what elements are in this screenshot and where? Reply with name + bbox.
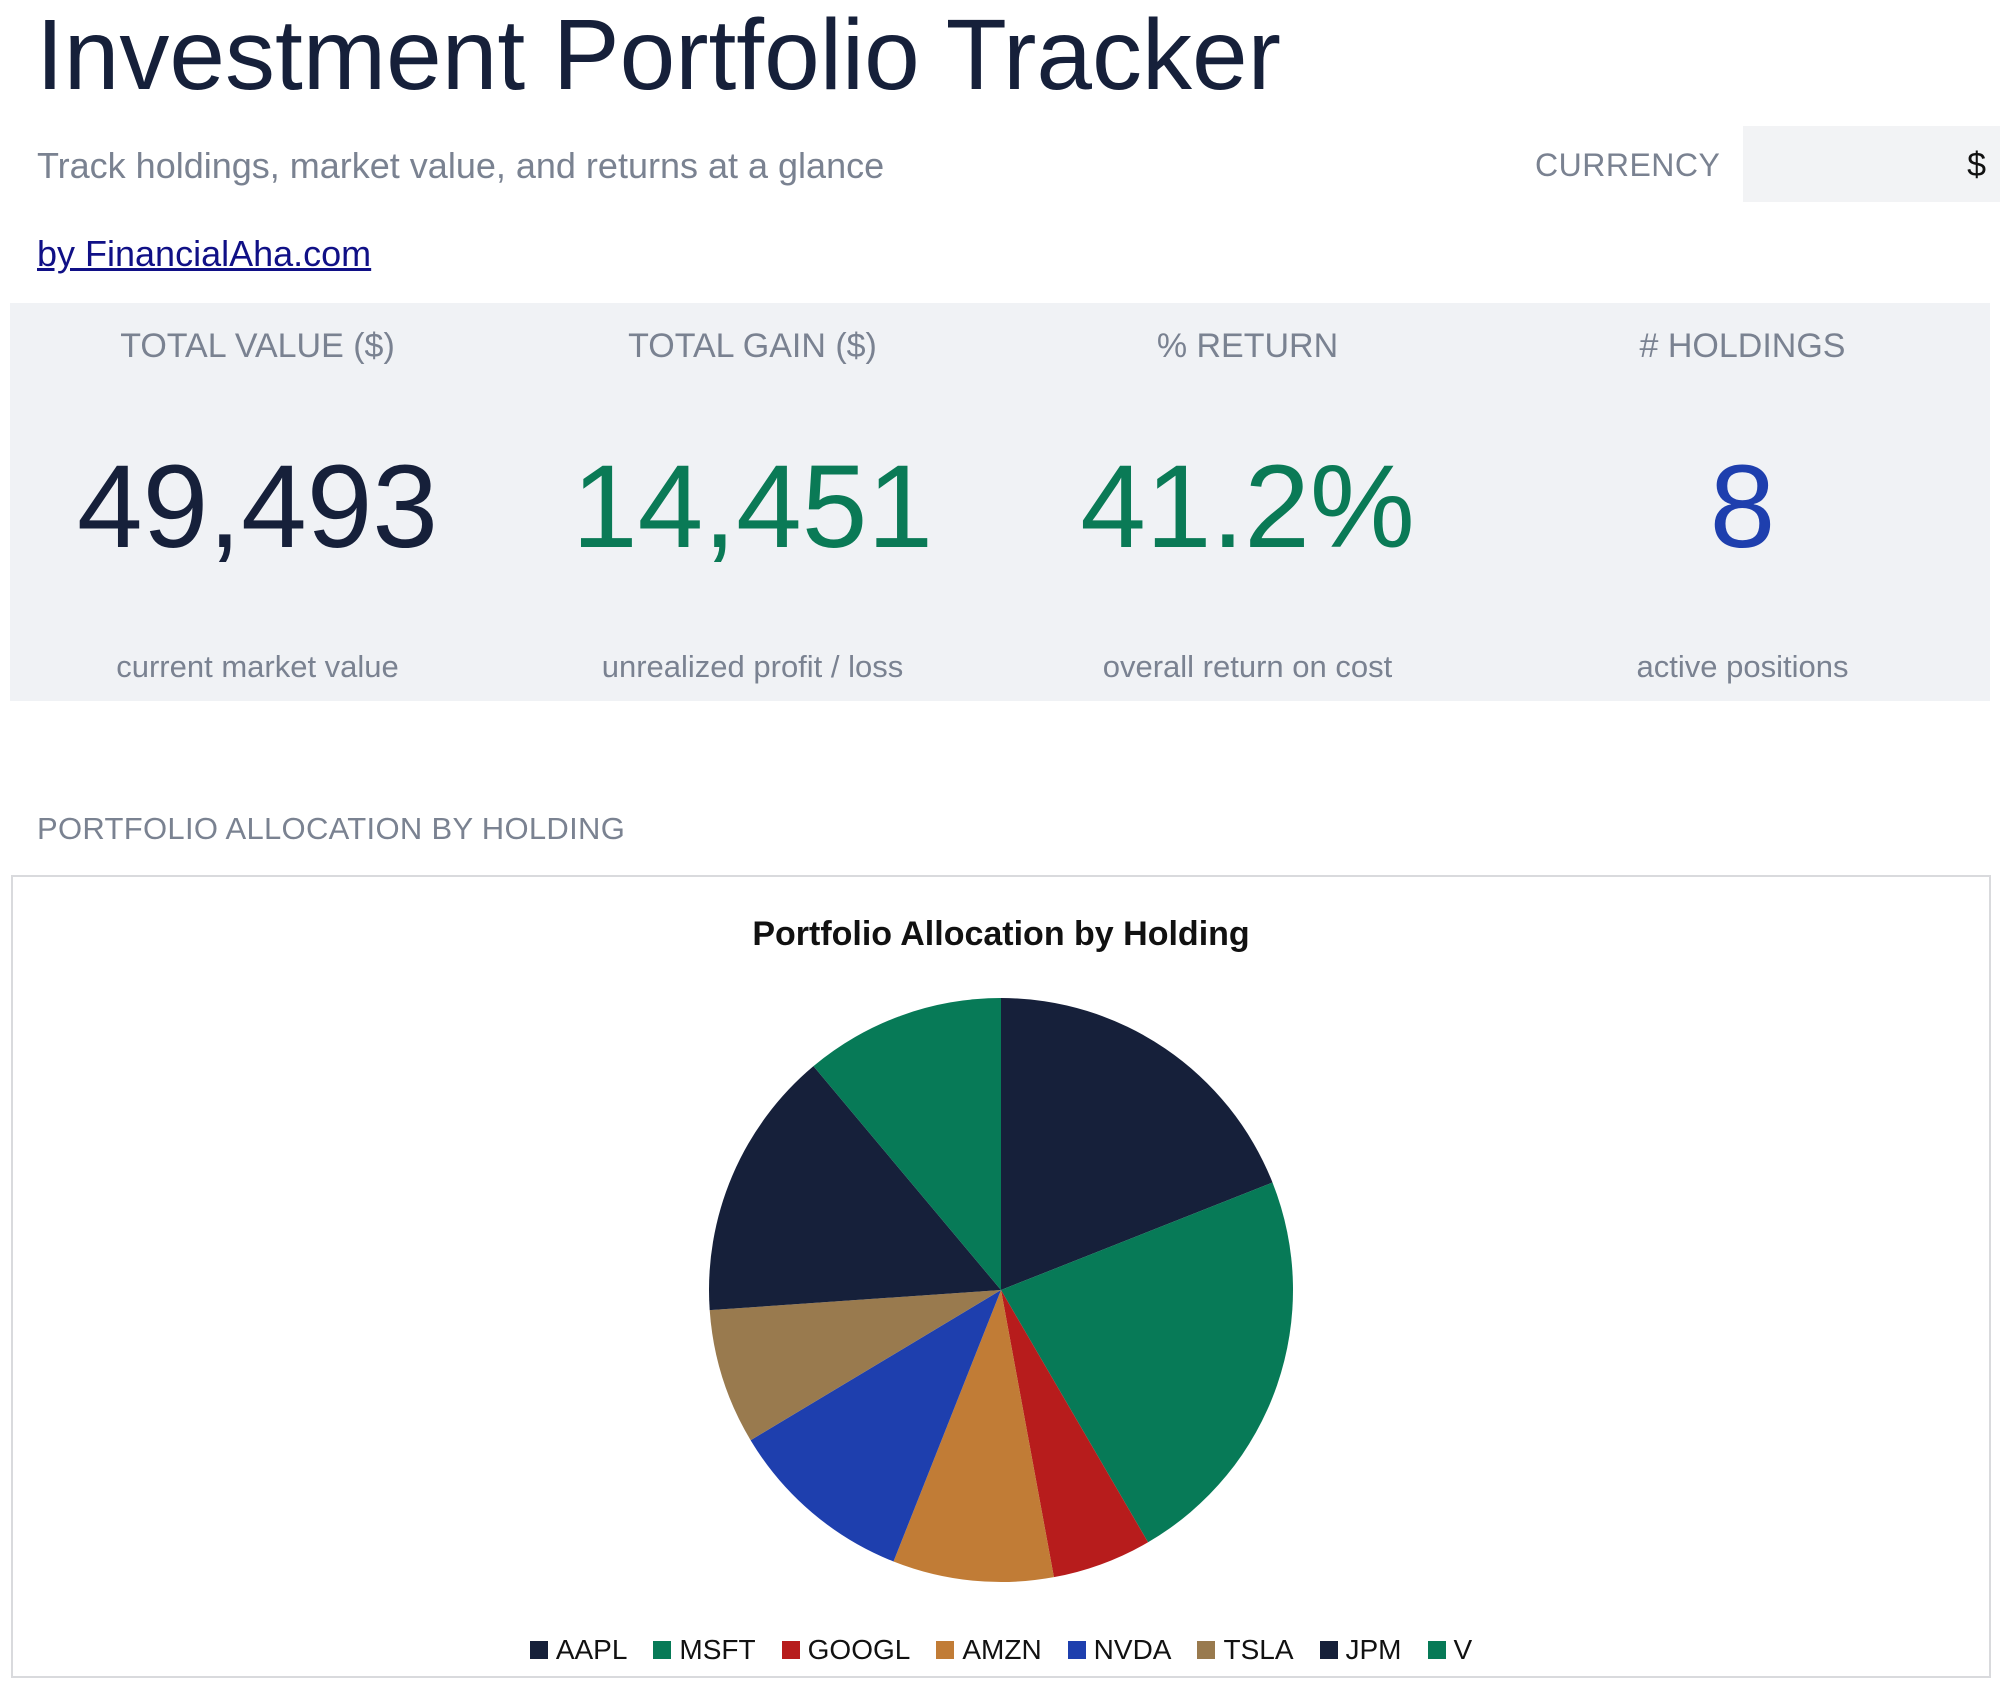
legend-item-jpm: JPM: [1319, 1634, 1402, 1666]
page-title: Investment Portfolio Tracker: [36, 0, 1281, 111]
legend-item-amzn: AMZN: [936, 1634, 1042, 1666]
legend-label: AAPL: [555, 1634, 628, 1665]
legend-swatch: [1197, 1641, 1216, 1659]
legend-item-msft: MSFT: [653, 1634, 756, 1666]
legend-item-nvda: NVDA: [1067, 1634, 1172, 1666]
legend-swatch: [1319, 1641, 1338, 1659]
kpi-label: % RETURN: [1156, 327, 1339, 365]
legend-item-googl: GOOGL: [781, 1634, 911, 1666]
pie-slice-msft: [1001, 1182, 1293, 1543]
kpi-label: TOTAL GAIN ($): [628, 327, 877, 365]
legend-item-v: V: [1427, 1634, 1473, 1666]
currency-value: $: [1967, 146, 1986, 184]
kpi-caption: current market value: [116, 649, 399, 684]
legend-label: TSLA: [1223, 1634, 1294, 1665]
legend-label: V: [1453, 1634, 1473, 1665]
allocation-chart: Portfolio Allocation by Holding AAPL MSFT…: [11, 875, 1991, 1678]
legend-item-tsla: TSLA: [1197, 1634, 1294, 1666]
legend-label: GOOGL: [807, 1634, 911, 1665]
legend-label: NVDA: [1093, 1634, 1172, 1665]
legend-swatch: [936, 1641, 955, 1659]
kpi-panel: TOTAL VALUE ($) 49,493 current market va…: [10, 303, 1990, 701]
kpi-return: % RETURN 41.2% overall return on cost: [1000, 303, 1495, 701]
currency-input[interactable]: $: [1743, 126, 2000, 202]
pie-slice-amzn: [893, 1290, 1054, 1582]
legend-swatch: [1067, 1641, 1086, 1659]
pie-chart: [709, 998, 1293, 1582]
kpi-total-gain: TOTAL GAIN ($) 14,451 unrealized profit …: [505, 303, 1000, 701]
pie-slice-jpm: [709, 1066, 1001, 1311]
kpi-value: 41.2%: [1080, 441, 1415, 573]
kpi-value: 8: [1709, 441, 1776, 573]
chart-legend: AAPL MSFT GOOGL AMZN NVDA TSLA JPM V: [13, 1634, 1989, 1666]
pie-slice-nvda: [750, 1290, 1001, 1562]
legend-item-aapl: AAPL: [529, 1634, 628, 1666]
legend-label: MSFT: [679, 1634, 756, 1665]
legend-label: AMZN: [962, 1634, 1042, 1665]
kpi-label: # HOLDINGS: [1639, 327, 1846, 365]
currency-label: CURRENCY: [1535, 147, 1721, 183]
page-subtitle: Track holdings, market value, and return…: [37, 145, 885, 186]
kpi-holdings: # HOLDINGS 8 active positions: [1495, 303, 1990, 701]
kpi-caption: active positions: [1636, 649, 1849, 684]
kpi-value: 49,493: [77, 441, 438, 573]
legend-swatch: [781, 1641, 800, 1659]
pie-slice-aapl: [1001, 998, 1273, 1290]
pie-slice-v: [813, 998, 1001, 1290]
kpi-label: TOTAL VALUE ($): [120, 327, 395, 365]
legend-swatch: [1427, 1641, 1446, 1659]
kpi-caption: unrealized profit / loss: [601, 649, 904, 684]
kpi-value: 14,451: [572, 441, 933, 573]
kpi-total-value: TOTAL VALUE ($) 49,493 current market va…: [10, 303, 505, 701]
legend-swatch: [529, 1641, 548, 1659]
section-heading: PORTFOLIO ALLOCATION BY HOLDING: [37, 811, 626, 846]
kpi-caption: overall return on cost: [1102, 649, 1393, 684]
pie-slice-tsla: [709, 1290, 1001, 1441]
byline-link[interactable]: by FinancialAha.com: [37, 233, 372, 274]
pie-slice-googl: [1001, 1290, 1149, 1578]
chart-title: Portfolio Allocation by Holding: [752, 915, 1250, 953]
legend-swatch: [653, 1641, 672, 1659]
legend-label: JPM: [1345, 1634, 1402, 1665]
